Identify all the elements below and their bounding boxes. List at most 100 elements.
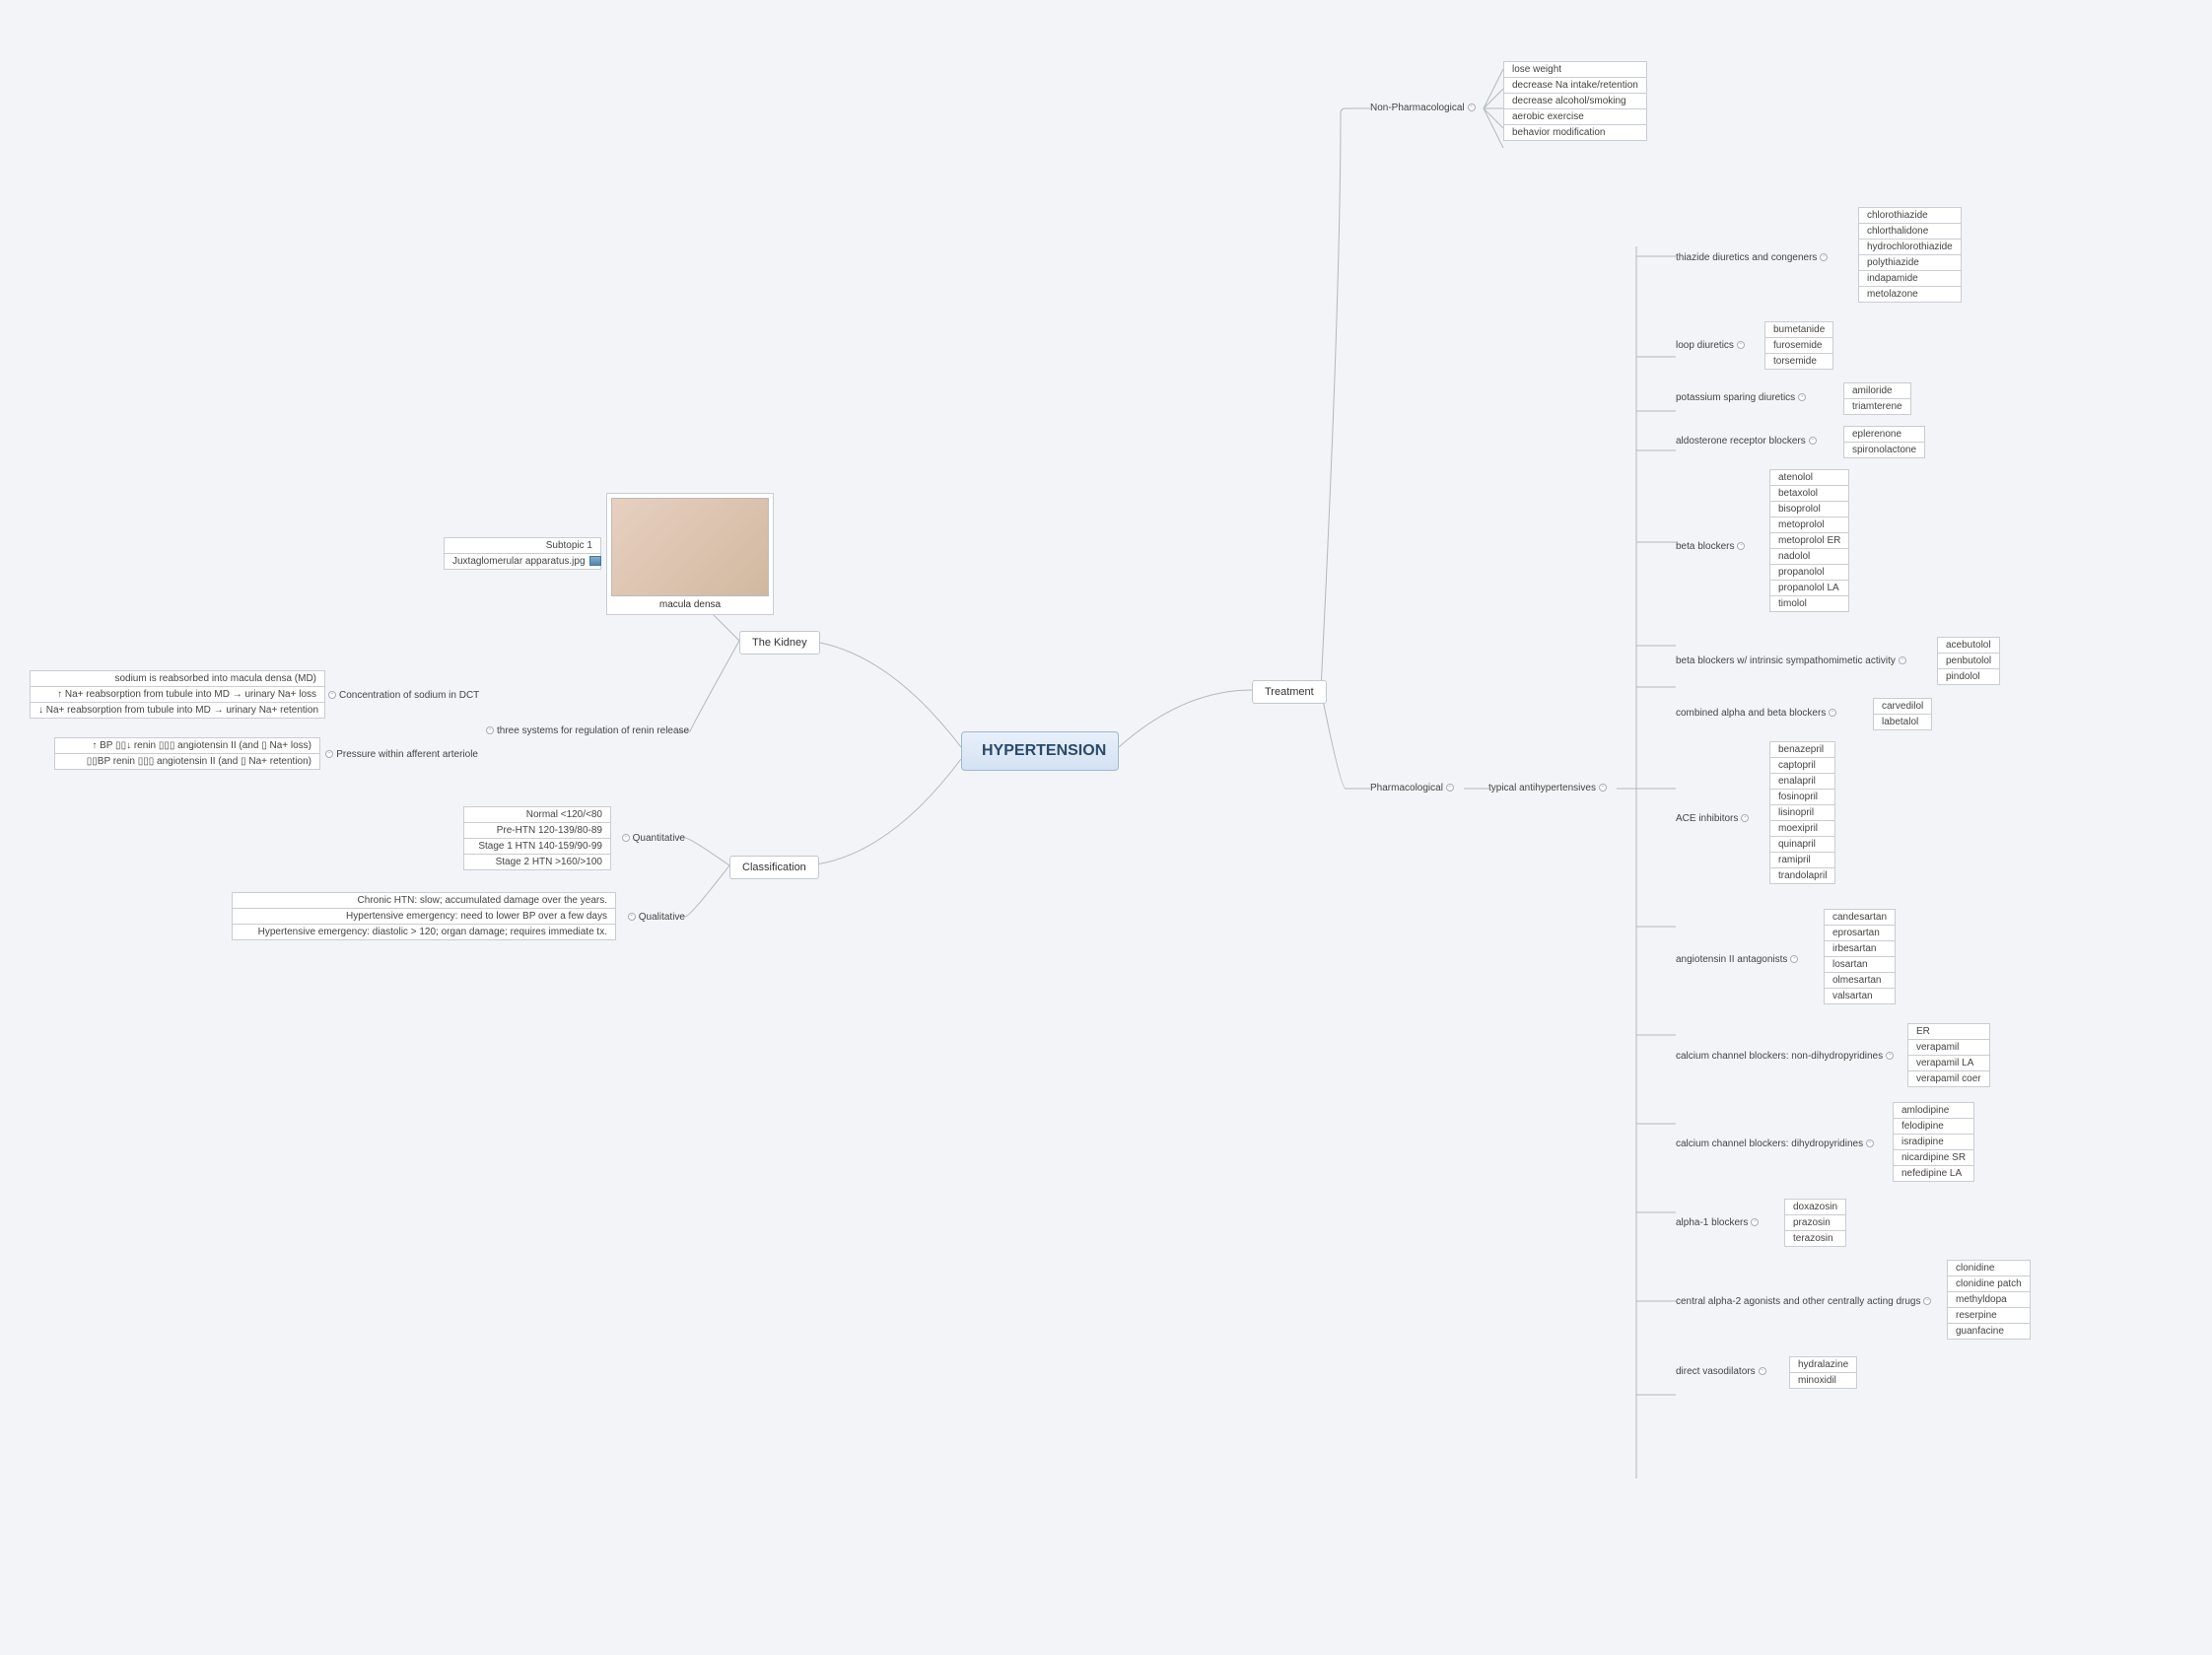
leaf[interactable]: bumetanide: [1764, 321, 1833, 338]
drug-class-label[interactable]: angiotensin II antagonists-: [1676, 954, 1801, 965]
drug-class-label[interactable]: combined alpha and beta blockers-: [1676, 708, 1839, 719]
leaf[interactable]: reserpine: [1947, 1308, 2031, 1324]
leaf[interactable]: trandolapril: [1769, 868, 1835, 884]
leaf[interactable]: triamterene: [1843, 399, 1911, 415]
leaf[interactable]: verapamil: [1907, 1040, 1990, 1056]
leaf[interactable]: behavior modification: [1503, 125, 1647, 141]
leaf[interactable]: benazepril: [1769, 741, 1835, 758]
leaf[interactable]: penbutolol: [1937, 654, 2000, 669]
drug-class-label[interactable]: direct vasodilators-: [1676, 1366, 1769, 1377]
leaf[interactable]: ▯▯BP renin ▯▯▯ angiotensin II (and ▯ Na+…: [54, 754, 320, 770]
leaf[interactable]: verapamil coer: [1907, 1071, 1990, 1087]
leaf[interactable]: hydralazine: [1789, 1356, 1857, 1373]
leaf[interactable]: betaxolol: [1769, 486, 1849, 502]
leaf[interactable]: fosinopril: [1769, 790, 1835, 805]
pharm-label[interactable]: Pharmacological-: [1370, 783, 1457, 793]
leaf[interactable]: Normal <120/<80: [463, 806, 611, 823]
drug-class-label[interactable]: potassium sparing diuretics-: [1676, 392, 1809, 403]
leaf[interactable]: metoprolol: [1769, 517, 1849, 533]
leaf[interactable]: lisinopril: [1769, 805, 1835, 821]
leaf[interactable]: doxazosin: [1784, 1199, 1846, 1215]
leaf[interactable]: captopril: [1769, 758, 1835, 774]
leaf[interactable]: ↓ Na+ reabsorption from tubule into MD →…: [30, 703, 325, 719]
leaf[interactable]: terazosin: [1784, 1231, 1846, 1247]
leaf[interactable]: spironolactone: [1843, 443, 1925, 458]
leaf[interactable]: clonidine patch: [1947, 1276, 2031, 1292]
leaf[interactable]: furosemide: [1764, 338, 1833, 354]
leaf[interactable]: metolazone: [1858, 287, 1962, 303]
drug-class-label[interactable]: beta blockers-: [1676, 541, 1748, 552]
leaf[interactable]: amiloride: [1843, 382, 1911, 399]
leaf[interactable]: lose weight: [1503, 61, 1647, 78]
leaf[interactable]: quinapril: [1769, 837, 1835, 853]
drug-class-label[interactable]: alpha-1 blockers-: [1676, 1217, 1762, 1228]
nonpharm-label[interactable]: Non-Pharmacological-: [1370, 103, 1479, 113]
root-node[interactable]: HYPERTENSION: [961, 731, 1119, 771]
leaf[interactable]: guanfacine: [1947, 1324, 2031, 1340]
branch-classification[interactable]: Classification: [729, 856, 819, 879]
leaf[interactable]: nefedipine LA: [1893, 1166, 1974, 1182]
leaf[interactable]: ↑ BP ▯▯↓ renin ▯▯▯ angiotensin II (and ▯…: [54, 737, 320, 754]
leaf[interactable]: felodipine: [1893, 1119, 1974, 1135]
leaf[interactable]: ER: [1907, 1023, 1990, 1040]
leaf[interactable]: methyldopa: [1947, 1292, 2031, 1308]
leaf[interactable]: enalapril: [1769, 774, 1835, 790]
leaf[interactable]: olmesartan: [1824, 973, 1896, 989]
leaf[interactable]: losartan: [1824, 957, 1896, 973]
leaf[interactable]: Subtopic 1: [444, 537, 601, 554]
pressure-label[interactable]: -Pressure within afferent arteriole: [320, 749, 478, 760]
leaf[interactable]: eplerenone: [1843, 426, 1925, 443]
leaf[interactable]: ramipril: [1769, 853, 1835, 868]
leaf[interactable]: polythiazide: [1858, 255, 1962, 271]
drug-class-label[interactable]: beta blockers w/ intrinsic sympathomimet…: [1676, 655, 1909, 666]
leaf[interactable]: acebutolol: [1937, 637, 2000, 654]
leaf[interactable]: carvedilol: [1873, 698, 1932, 715]
leaf[interactable]: torsemide: [1764, 354, 1833, 370]
leaf[interactable]: eprosartan: [1824, 926, 1896, 941]
leaf[interactable]: sodium is reabsorbed into macula densa (…: [30, 670, 325, 687]
leaf[interactable]: irbesartan: [1824, 941, 1896, 957]
leaf[interactable]: Stage 2 HTN >160/>100: [463, 855, 611, 870]
drug-class-label[interactable]: calcium channel blockers: non-dihydropyr…: [1676, 1051, 1897, 1062]
leaf[interactable]: valsartan: [1824, 989, 1896, 1004]
leaf[interactable]: bisoprolol: [1769, 502, 1849, 517]
drug-class-label[interactable]: aldosterone receptor blockers-: [1676, 436, 1820, 447]
leaf[interactable]: propanolol LA: [1769, 581, 1849, 596]
leaf[interactable]: decrease Na intake/retention: [1503, 78, 1647, 94]
leaf[interactable]: atenolol: [1769, 469, 1849, 486]
leaf[interactable]: chlorthalidone: [1858, 224, 1962, 240]
leaf[interactable]: aerobic exercise: [1503, 109, 1647, 125]
leaf[interactable]: timolol: [1769, 596, 1849, 612]
leaf[interactable]: clonidine: [1947, 1260, 2031, 1276]
drug-class-label[interactable]: central alpha-2 agonists and other centr…: [1676, 1296, 1934, 1307]
drug-class-label[interactable]: loop diuretics-: [1676, 340, 1748, 351]
leaf[interactable]: chlorothiazide: [1858, 207, 1962, 224]
drug-class-label[interactable]: calcium channel blockers: dihydropyridin…: [1676, 1138, 1877, 1149]
leaf[interactable]: hydrochlorothiazide: [1858, 240, 1962, 255]
leaf[interactable]: indapamide: [1858, 271, 1962, 287]
leaf[interactable]: metoprolol ER: [1769, 533, 1849, 549]
leaf[interactable]: Chronic HTN: slow; accumulated damage ov…: [232, 892, 616, 909]
drug-class-label[interactable]: ACE inhibitors-: [1676, 813, 1752, 824]
renin-label[interactable]: -three systems for regulation of renin r…: [483, 725, 680, 736]
leaf[interactable]: prazosin: [1784, 1215, 1846, 1231]
leaf[interactable]: moexipril: [1769, 821, 1835, 837]
leaf[interactable]: Pre-HTN 120-139/80-89: [463, 823, 611, 839]
leaf[interactable]: amlodipine: [1893, 1102, 1974, 1119]
leaf[interactable]: propanolol: [1769, 565, 1849, 581]
quant-label[interactable]: -Quantitative: [616, 833, 685, 844]
qual-label[interactable]: -Qualitative: [621, 912, 685, 923]
drug-class-label[interactable]: thiazide diuretics and congeners-: [1676, 252, 1831, 263]
leaf[interactable]: Hypertensive emergency: diastolic > 120;…: [232, 925, 616, 940]
branch-treatment[interactable]: Treatment: [1252, 680, 1327, 704]
leaf[interactable]: nadolol: [1769, 549, 1849, 565]
dct-label[interactable]: -Concentration of sodium in DCT: [325, 690, 478, 701]
leaf[interactable]: nicardipine SR: [1893, 1150, 1974, 1166]
leaf[interactable]: Hypertensive emergency: need to lower BP…: [232, 909, 616, 925]
leaf[interactable]: labetalol: [1873, 715, 1932, 730]
leaf[interactable]: candesartan: [1824, 909, 1896, 926]
leaf[interactable]: minoxidil: [1789, 1373, 1857, 1389]
leaf[interactable]: pindolol: [1937, 669, 2000, 685]
leaf[interactable]: ↑ Na+ reabsorption from tubule into MD →…: [30, 687, 325, 703]
typical-label[interactable]: typical antihypertensives-: [1488, 783, 1610, 793]
